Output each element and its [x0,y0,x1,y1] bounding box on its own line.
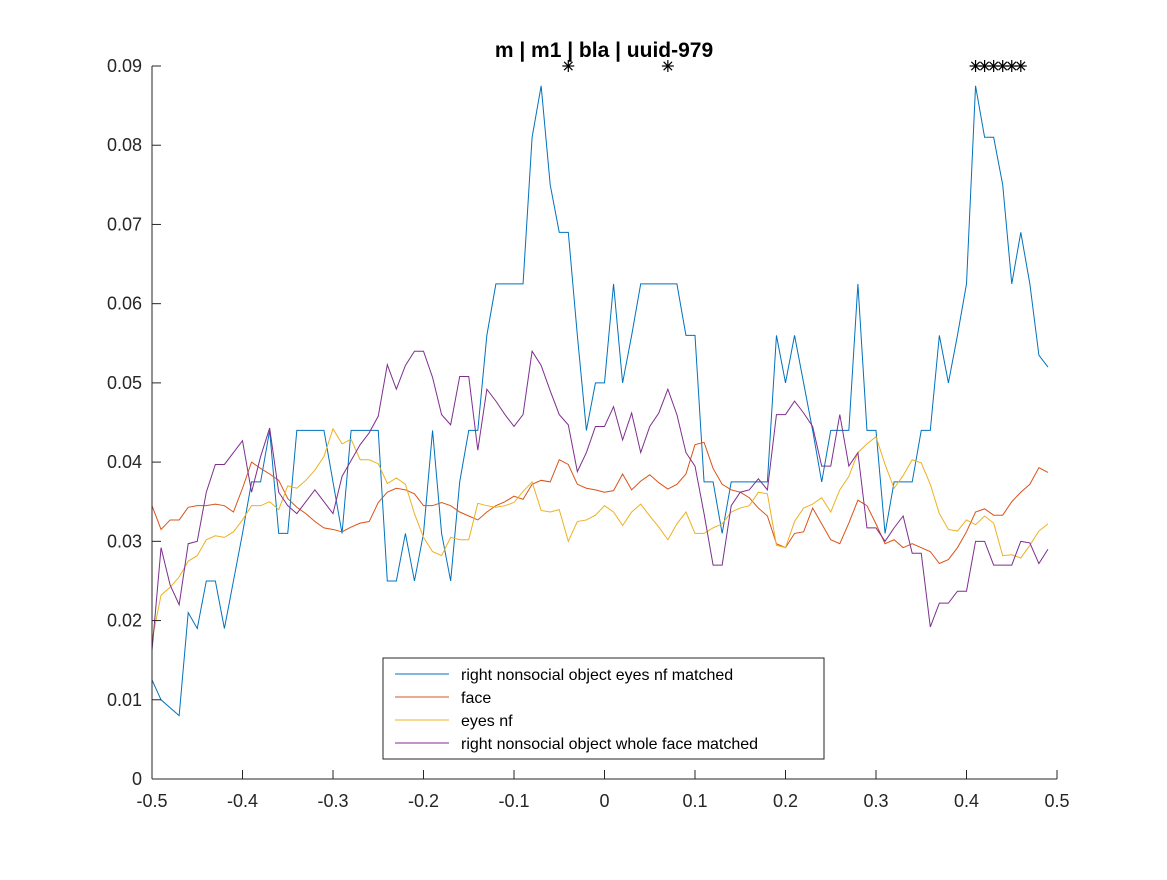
x-tick-label: 0.1 [682,791,707,811]
chart-title: m | m1 | bla | uuid-979 [495,39,713,62]
y-tick-label: 0 [132,769,142,789]
y-tick-label: 0.08 [107,135,142,155]
asterisk-marker [1005,60,1018,72]
y-tick-label: 0.01 [107,690,142,710]
axes-layer: -0.5 -0.4 -0.3 -0.2 -0.1 0 0.1 0.2 0.3 0.4 0.5 0 0.0… [107,56,1070,811]
legend: right nonsocial object eyes nf matched fa… [382,657,825,760]
series-layer [151,85,1049,717]
legend-label: right nonsocial object eyes nf matched [461,667,733,684]
y-tick-label: 0.06 [107,294,142,314]
x-tick-label: -0.3 [317,791,348,811]
y-tick-label: 0.04 [107,452,142,472]
y-tick-label: 0.07 [107,214,142,234]
x-tick-label: -0.5 [136,791,167,811]
y-tick-label: 0.02 [107,611,142,631]
x-tick-label: 0.5 [1044,791,1069,811]
y-tick-label: 0.09 [107,56,142,76]
legend-label: eyes nf [461,713,513,730]
x-tick-label: -0.2 [408,791,439,811]
legend-label: right nonsocial object whole face matche… [461,736,758,753]
x-tick-label: -0.1 [498,791,529,811]
legend-box [382,657,825,760]
y-tick-label: 0.05 [107,373,142,393]
series-line-2 [151,441,1049,565]
x-tick-label: 0.4 [954,791,979,811]
legend-label: face [461,690,491,707]
x-tick-label: 0.2 [773,791,798,811]
significance-markers [562,60,1027,72]
series-line-3 [151,427,1049,641]
series-line-4 [151,349,1049,651]
x-tick-label: -0.4 [227,791,258,811]
asterisk-marker [562,60,575,72]
asterisk-marker [661,60,674,72]
y-tick-label: 0.03 [107,531,142,551]
asterisk-marker [969,60,982,72]
asterisk-marker [1014,60,1027,72]
x-tick-label: 0.3 [863,791,888,811]
x-tick-label: 0 [599,791,609,811]
